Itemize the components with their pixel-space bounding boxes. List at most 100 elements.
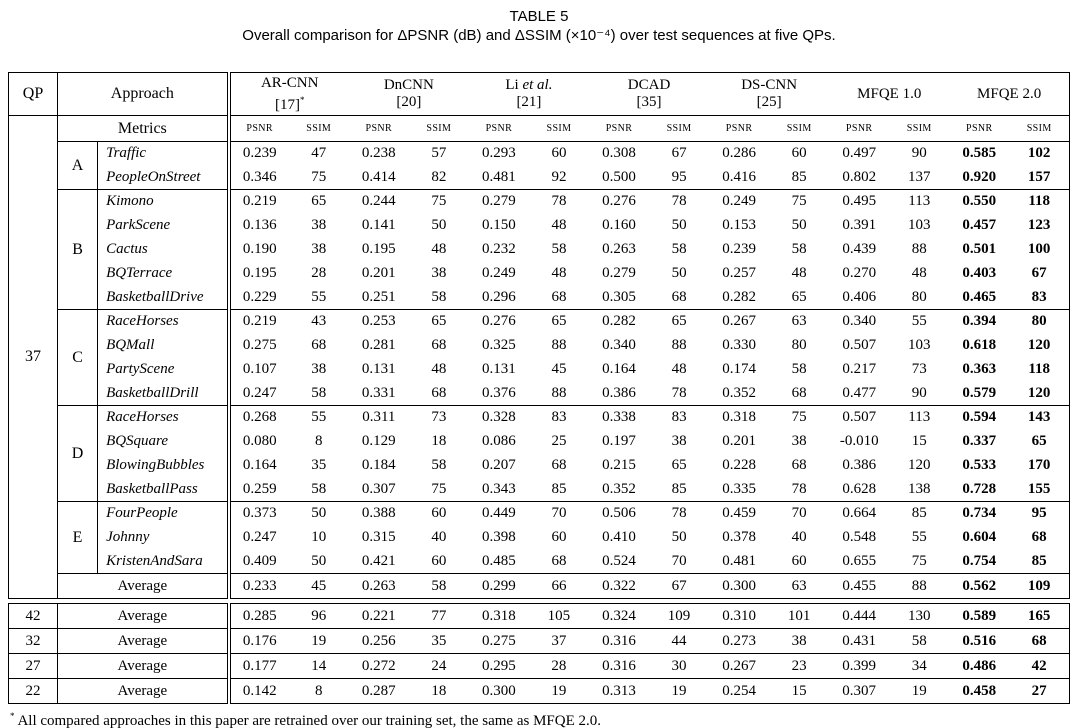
ssim-value: 38 <box>769 628 830 654</box>
sequence-name: BQSquare <box>106 433 168 449</box>
psnr-value: 0.174 <box>722 361 756 377</box>
method-name-part: MFQE 1.0 <box>857 85 922 102</box>
ssim-value: 38 <box>671 433 687 449</box>
sequence-name: BasketballPass <box>106 480 198 497</box>
psnr-value: 0.562 <box>949 573 1010 599</box>
psnr-value: 0.399 <box>829 653 890 679</box>
ssim-value: 45 <box>288 573 349 599</box>
psnr-value: 0.664 <box>829 501 890 526</box>
psnr-value: 0.160 <box>602 217 636 233</box>
ssim-value: 113 <box>889 189 950 214</box>
table-number: TABLE 5 <box>509 8 569 25</box>
method-reference: [35] <box>589 94 709 111</box>
psnr-value: 0.190 <box>226 237 289 262</box>
reference-number: [35] <box>636 94 662 110</box>
psnr-value: 0.410 <box>602 529 636 545</box>
psnr-value: 0.296 <box>482 288 516 305</box>
method-header: MFQE 2.0 <box>949 72 1070 116</box>
approach-column-header: Approach <box>57 72 229 116</box>
ssim-value: 92 <box>551 168 567 185</box>
psnr-value: 0.136 <box>226 213 289 238</box>
method-name-part: Li <box>505 77 523 93</box>
ssim-value: 95 <box>671 168 687 185</box>
ssim-value: 48 <box>911 265 927 281</box>
psnr-value: 0.275 <box>468 628 529 654</box>
reference-number: [25] <box>756 94 782 110</box>
ssim-value: 25 <box>551 433 567 449</box>
psnr-value: 0.150 <box>482 217 516 233</box>
ssim-value: 85 <box>671 480 687 497</box>
table-row: KristenAndSara 0.409 50 0.421 60 0.485 68 0.524… <box>9 549 1070 574</box>
psnr-value: 0.197 <box>602 433 636 449</box>
psnr-value: 0.316 <box>588 628 649 654</box>
ssim-value: 75 <box>408 189 469 214</box>
psnr-value: 0.305 <box>602 288 636 305</box>
ssim-value: 58 <box>791 241 807 257</box>
psnr-value: 0.267 <box>709 309 770 334</box>
psnr-value: 0.338 <box>588 405 650 430</box>
ssim-value: 45 <box>551 361 567 377</box>
ssim-value: 77 <box>431 607 447 624</box>
psnr-value: 0.337 <box>962 433 997 449</box>
psnr-value: 0.516 <box>949 628 1010 654</box>
psnr-value: 0.239 <box>722 241 756 257</box>
ssim-value: 65 <box>288 189 349 214</box>
psnr-value: 0.386 <box>602 384 636 401</box>
ssim-value: 88 <box>671 337 687 353</box>
psnr-value: 0.281 <box>361 337 396 353</box>
psnr-value: 0.352 <box>602 480 636 497</box>
ssim-value: 43 <box>288 309 349 334</box>
psnr-value: 0.256 <box>348 628 409 654</box>
ssim-value: 50 <box>671 529 687 545</box>
ssim-value: 57 <box>408 141 469 166</box>
ssim-value: 48 <box>671 361 687 377</box>
sequence-name: BasketballDrive <box>106 288 204 305</box>
method-name: MFQE 1.0 <box>829 86 949 103</box>
ssim-header: SSIM <box>288 115 349 142</box>
ssim-value: 42 <box>1009 653 1070 679</box>
ssim-value: 70 <box>769 501 830 526</box>
ssim-value: 55 <box>911 529 927 545</box>
ssim-value: 68 <box>1031 529 1047 545</box>
table-caption-text: Overall comparison for ΔPSNR (dB) and ΔS… <box>242 27 836 44</box>
psnr-value: 0.195 <box>226 261 289 286</box>
psnr-value: 0.548 <box>842 529 877 545</box>
ssim-value: 58 <box>408 573 469 599</box>
ssim-value: 58 <box>311 384 327 401</box>
ssim-value: 60 <box>528 141 589 166</box>
psnr-value: 0.655 <box>842 552 877 569</box>
ssim-value: 27 <box>1009 678 1070 704</box>
ssim-value: 113 <box>889 405 950 430</box>
sequence-name: FourPeople <box>97 501 229 526</box>
psnr-header: PSNR <box>468 115 529 142</box>
ssim-value: 75 <box>911 552 927 569</box>
psnr-value: 0.439 <box>842 241 877 257</box>
ssim-value: 88 <box>551 337 567 353</box>
psnr-value: 0.524 <box>602 552 636 569</box>
psnr-value: 0.086 <box>482 433 516 449</box>
table-row: BasketballDrill 0.247 58 0.331 68 0.376 88 0.38… <box>9 381 1070 406</box>
psnr-value: 0.330 <box>722 337 756 353</box>
ssim-value: 8 <box>288 678 349 704</box>
psnr-value: 0.184 <box>361 457 396 473</box>
psnr-value: 0.315 <box>361 529 396 545</box>
psnr-value: 0.300 <box>468 678 529 704</box>
table-row: BasketballDrive 0.229 55 0.251 58 0.296 68 0.30… <box>9 285 1070 310</box>
ssim-value: 19 <box>528 678 589 704</box>
ssim-value: 82 <box>431 168 447 185</box>
ssim-value: 143 <box>1009 405 1070 430</box>
ssim-value: 58 <box>431 288 447 305</box>
psnr-value: 0.318 <box>482 607 516 624</box>
ssim-value: 109 <box>667 607 691 624</box>
ssim-value: 58 <box>311 480 327 497</box>
psnr-value: 0.485 <box>482 552 516 569</box>
method-name: DCAD <box>589 77 709 94</box>
method-reference: [20] <box>349 94 469 111</box>
psnr-value: 0.331 <box>361 384 396 401</box>
psnr-value: 0.286 <box>709 141 770 166</box>
ssim-value: 100 <box>1027 241 1051 257</box>
ssim-value: 170 <box>1027 457 1051 473</box>
psnr-value: 0.335 <box>722 480 756 497</box>
ssim-value: 83 <box>1031 288 1047 305</box>
ssim-value: 120 <box>1027 384 1051 401</box>
